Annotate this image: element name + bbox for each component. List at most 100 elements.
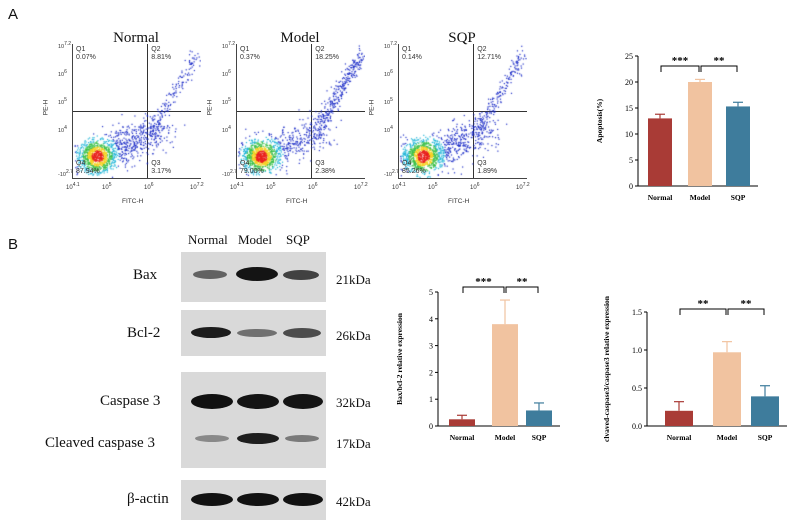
significance-bracket — [679, 308, 727, 315]
quadrant-value-q4: 87.94% — [76, 168, 100, 175]
panel-b-label: B — [8, 236, 19, 253]
significance-bracket — [727, 308, 765, 315]
quadrant-label-q1: Q1 — [76, 46, 86, 53]
band-bcl2-model — [237, 329, 277, 337]
quadrant-value-q4: 85.26% — [402, 168, 426, 175]
flow-x-tick: 107.2 — [354, 182, 368, 191]
x-tick-label: SQP — [758, 433, 773, 442]
flow-y-tick: -102.7 — [222, 169, 237, 178]
kda-caspase3: 32kDa — [336, 395, 371, 410]
flow-y-tick: 107.2 — [222, 41, 236, 50]
flow-density-scatter — [399, 44, 527, 178]
band-bcl2-sqp — [283, 328, 321, 338]
y-tick-label: 20 — [625, 78, 633, 87]
band-bax-sqp — [283, 270, 319, 280]
quadrant-label-q3: Q3 — [151, 160, 161, 167]
y-axis-label: Bax/bcl-2 relative expression — [395, 312, 404, 405]
quadrant-label-q3: Q3 — [477, 160, 487, 167]
blot-label-caspase3: Caspase 3 — [100, 393, 161, 409]
y-axis-label: Apoptosis(%) — [595, 98, 604, 143]
band-actin-model — [237, 493, 279, 506]
flow-y-tick: 104 — [222, 125, 231, 134]
quadrant-label-q3: Q3 — [315, 160, 325, 167]
x-tick-label: SQP — [532, 433, 547, 442]
blot-strip-caspase3 — [181, 372, 326, 468]
lane-label-sqp: SQP — [286, 232, 310, 247]
band-cleaved-sqp — [285, 435, 319, 442]
bar-model — [492, 324, 518, 426]
quadrant-label-q4: Q4 — [240, 160, 250, 167]
flow-y-tick: 106 — [58, 69, 67, 78]
lane-label-normal: Normal — [188, 232, 228, 247]
flow-y-tick: 104 — [384, 125, 393, 134]
bar-normal — [449, 419, 475, 426]
quadrant-value-q1: 0.07% — [76, 54, 96, 61]
quadrant-value-q1: 0.14% — [402, 54, 422, 61]
significance-marker: ** — [517, 276, 529, 288]
flow-x-tick: 105 — [102, 182, 112, 191]
band-cleaved-model — [237, 433, 279, 444]
flow-plot-0: Q1 0.07% Q2 8.81% Q4 87.94% Q3 3.17% — [72, 44, 201, 179]
x-tick-label: Normal — [667, 433, 692, 442]
y-tick-label: 0 — [629, 182, 633, 191]
kda-bcl2: 26kDa — [336, 328, 371, 343]
flow-y-tick: -102.7 — [58, 169, 73, 178]
y-tick-label: 1.0 — [632, 346, 642, 355]
bar-sqp — [526, 410, 552, 426]
flow-x-tick: 104.1 — [230, 182, 244, 191]
kda-bax: 21kDa — [336, 272, 371, 287]
lane-label-model: Model — [238, 232, 272, 247]
y-tick-label: 5 — [429, 288, 433, 297]
band-bax-model — [236, 267, 278, 281]
panel-a-label: A — [8, 6, 19, 23]
flow-title-model: Model — [280, 30, 320, 46]
flow-x-tick: 106 — [144, 182, 154, 191]
flow-x-tick: 105 — [266, 182, 276, 191]
significance-marker: ** — [714, 55, 726, 67]
y-tick-label: 5 — [629, 156, 633, 165]
flow-y-tick: -102.7 — [384, 169, 399, 178]
blot-label-bcl2: Bcl-2 — [127, 325, 161, 341]
blot-strip-beta-actin — [181, 480, 326, 520]
flow-x-tick: 107.2 — [516, 182, 530, 191]
quadrant-label-q2: Q2 — [315, 46, 325, 53]
flow-y-tick: 105 — [384, 97, 393, 106]
flow-y-tick: 106 — [384, 69, 393, 78]
blot-strip-bcl2 — [181, 310, 326, 356]
quadrant-value-q4: 79.00% — [240, 168, 264, 175]
quadrant-label-q1: Q1 — [402, 46, 412, 53]
band-actin-normal — [191, 493, 233, 506]
y-tick-label: 0 — [429, 422, 433, 431]
significance-marker: ** — [741, 298, 753, 310]
y-tick-label: 15 — [625, 104, 633, 113]
quadrant-label-q4: Q4 — [76, 160, 86, 167]
band-cleaved-normal — [195, 435, 229, 442]
blot-label-bax: Bax — [133, 267, 158, 283]
flow-density-scatter — [237, 44, 365, 178]
quadrant-value-q2: 12.71% — [477, 54, 501, 61]
y-tick-label: 0.5 — [632, 384, 642, 393]
flow-y-tick: 104 — [58, 125, 67, 134]
quadrant-label-q1: Q1 — [240, 46, 250, 53]
kda-cleaved-caspase3: 17kDa — [336, 436, 371, 451]
flow-x-axis-label: FITC-H — [448, 198, 470, 205]
flow-density-scatter — [73, 44, 201, 178]
x-tick-label: Normal — [648, 193, 673, 202]
bar-model — [713, 352, 741, 426]
quadrant-label-q2: Q2 — [477, 46, 487, 53]
flow-y-tick: 106 — [222, 69, 231, 78]
significance-marker: *** — [672, 55, 689, 67]
flow-x-tick: 106 — [470, 182, 480, 191]
blot-strip-bax — [181, 252, 326, 302]
quadrant-label-q2: Q2 — [151, 46, 161, 53]
flow-x-tick: 104.1 — [392, 182, 406, 191]
quadrant-value-q1: 0.37% — [240, 54, 260, 61]
y-tick-label: 3 — [429, 342, 433, 351]
band-actin-sqp — [283, 493, 323, 506]
bar-model — [688, 82, 712, 186]
flow-x-axis-label: FITC-H — [122, 198, 144, 205]
flow-plot-1: Q1 0.37% Q2 18.25% Q4 79.00% Q3 2.38% — [236, 44, 365, 179]
quadrant-value-q3: 3.17% — [151, 168, 172, 175]
y-axis-label: clvaved-caspase3/caspase3 relative expre… — [602, 295, 611, 442]
band-bax-normal — [193, 270, 227, 279]
